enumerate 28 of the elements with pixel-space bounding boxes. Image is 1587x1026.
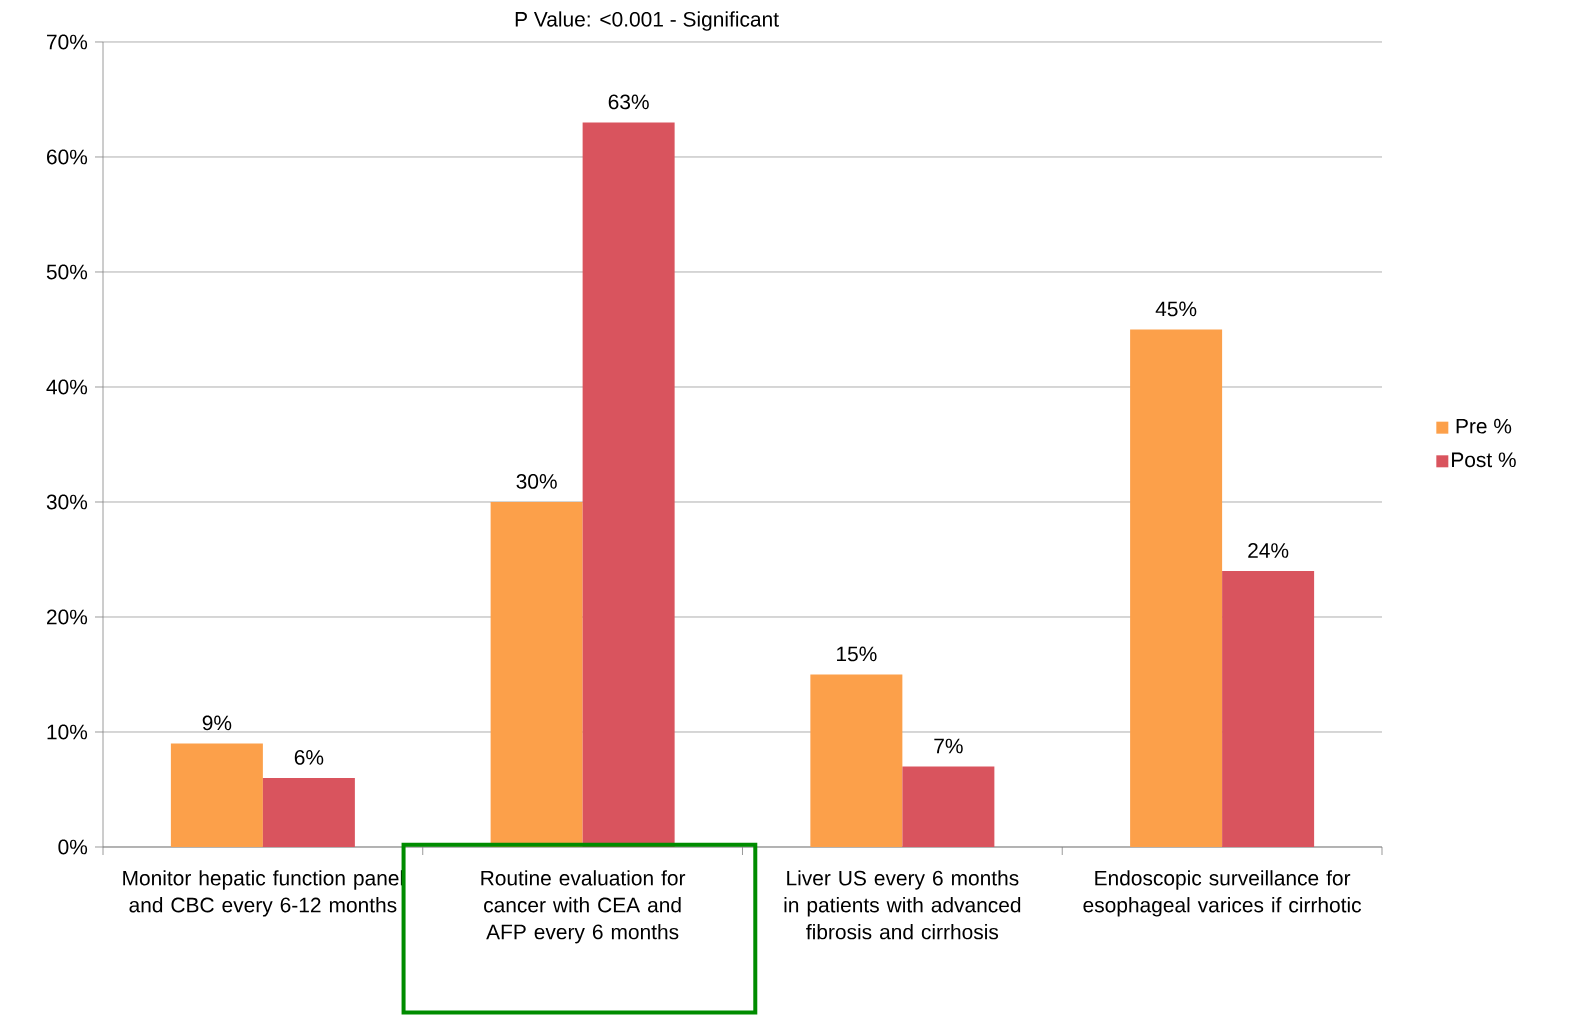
y-tick-label: 10% xyxy=(47,724,88,740)
y-tick-label: 70% xyxy=(47,34,88,50)
y-tick-label: 30% xyxy=(46,494,88,510)
data-label: 45% xyxy=(1155,301,1197,317)
y-tick-label: 0% xyxy=(58,839,88,855)
data-label: 7% xyxy=(934,738,963,754)
x-tick-label: Liver US every 6 months in patients with advanced fibrosis and cirrhosis xyxy=(784,870,1021,940)
data-label: 24% xyxy=(1248,543,1289,558)
x-tick-label: Routine evaluation for cancer with CEA and AFP every 6 months xyxy=(481,870,686,944)
chart-title: P Value: <0.001 - Significant xyxy=(515,11,779,31)
y-tick-label: 50% xyxy=(46,264,88,280)
bar xyxy=(1222,570,1315,847)
bar xyxy=(902,766,995,847)
bar xyxy=(262,778,355,847)
data-label: 6% xyxy=(294,750,324,765)
y-tick-label: 40% xyxy=(46,379,88,395)
x-tick-label: Endoscopic surveillance for esophageal varices if cirrhotic xyxy=(1083,870,1362,917)
bar xyxy=(1130,329,1223,847)
legend-label: Pre % xyxy=(1456,418,1512,434)
bar xyxy=(170,743,263,847)
data-label: 9% xyxy=(202,715,232,731)
y-tick-label: 60% xyxy=(47,149,88,165)
bar xyxy=(810,674,903,847)
data-label: 15% xyxy=(837,646,877,662)
y-tick-label: 20% xyxy=(47,609,88,625)
data-label: 30% xyxy=(516,474,557,489)
legend-label: Post % xyxy=(1452,452,1516,468)
data-label: 63% xyxy=(608,94,649,110)
